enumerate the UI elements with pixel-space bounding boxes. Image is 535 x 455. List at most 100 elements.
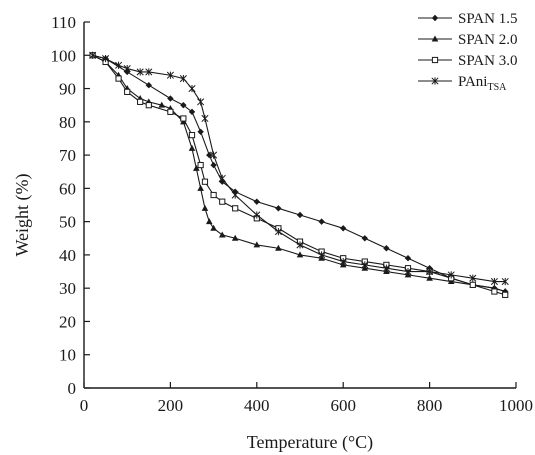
x-tick-label: 800 bbox=[417, 396, 443, 415]
data-point bbox=[201, 114, 209, 123]
data-point bbox=[447, 271, 455, 279]
data-point bbox=[469, 274, 477, 282]
legend: SPAN 1.5 SPAN 2.0 SPAN 3.0 PAniTSA bbox=[418, 11, 517, 93]
legend-item: SPAN 2.0 bbox=[418, 32, 517, 48]
data-point bbox=[188, 108, 196, 116]
data-point bbox=[115, 75, 122, 82]
data-point bbox=[89, 51, 97, 59]
data-point bbox=[210, 191, 217, 199]
data-point bbox=[219, 198, 226, 205]
data-point bbox=[179, 74, 187, 83]
data-point bbox=[296, 251, 304, 258]
data-point bbox=[275, 205, 282, 212]
data-point bbox=[145, 82, 152, 89]
data-point bbox=[210, 151, 218, 159]
data-point bbox=[210, 224, 217, 231]
data-point bbox=[124, 88, 131, 95]
series-2 bbox=[89, 51, 509, 295]
legend-item: PAniTSA bbox=[418, 74, 507, 93]
data-point bbox=[318, 218, 325, 225]
data-point bbox=[274, 228, 282, 236]
data-point bbox=[197, 161, 204, 169]
data-point bbox=[404, 255, 412, 262]
y-tick-label: 20 bbox=[59, 312, 76, 331]
y-tick-label: 0 bbox=[68, 379, 77, 398]
y-tick-label: 40 bbox=[59, 246, 76, 265]
data-point bbox=[318, 251, 326, 259]
data-point bbox=[115, 61, 123, 69]
data-point bbox=[180, 101, 187, 109]
data-point bbox=[137, 98, 144, 105]
legend-marker bbox=[431, 77, 439, 85]
y-tick-label: 80 bbox=[59, 113, 76, 132]
data-point bbox=[231, 191, 239, 199]
data-point bbox=[502, 291, 509, 298]
data-point bbox=[180, 115, 187, 122]
series-3 bbox=[89, 52, 509, 298]
series-4 bbox=[89, 51, 509, 286]
data-point bbox=[218, 174, 226, 182]
data-point bbox=[123, 64, 131, 73]
data-point bbox=[167, 108, 174, 115]
legend-marker bbox=[431, 35, 439, 42]
data-point bbox=[275, 244, 282, 251]
data-point bbox=[197, 128, 204, 135]
data-point bbox=[166, 71, 174, 79]
data-point bbox=[167, 95, 174, 102]
legend-marker bbox=[431, 14, 439, 22]
data-point bbox=[253, 198, 260, 205]
data-point bbox=[383, 245, 390, 252]
data-point bbox=[158, 101, 166, 108]
legend-label: SPAN 2.0 bbox=[458, 32, 517, 48]
data-point bbox=[193, 164, 200, 171]
legend-item: SPAN 3.0 bbox=[418, 53, 517, 69]
data-point bbox=[205, 218, 213, 225]
legend-marker bbox=[431, 56, 439, 64]
y-axis-label: Weight (%) bbox=[12, 173, 33, 256]
y-tick-label: 10 bbox=[59, 346, 76, 365]
y-tick-label: 110 bbox=[51, 13, 76, 32]
data-point bbox=[232, 205, 239, 212]
x-tick-label: 1000 bbox=[499, 396, 533, 415]
data-point bbox=[340, 225, 347, 232]
x-tick-label: 400 bbox=[244, 396, 270, 415]
x-tick-label: 0 bbox=[80, 396, 89, 415]
data-point bbox=[490, 277, 498, 286]
data-point bbox=[426, 274, 433, 281]
data-point bbox=[206, 151, 213, 159]
data-point bbox=[136, 68, 144, 76]
data-point bbox=[382, 264, 390, 272]
data-point bbox=[404, 267, 412, 276]
series-layer bbox=[89, 51, 509, 298]
data-point bbox=[188, 144, 196, 151]
y-tick-label: 30 bbox=[59, 279, 76, 298]
x-tick-label: 600 bbox=[330, 396, 356, 415]
series-line bbox=[92, 54, 506, 296]
data-point bbox=[201, 204, 209, 211]
data-point bbox=[197, 184, 204, 191]
series-1 bbox=[89, 52, 509, 295]
data-point bbox=[253, 211, 261, 219]
y-tick-label: 100 bbox=[51, 46, 77, 65]
data-point bbox=[188, 132, 196, 139]
y-tick-label: 50 bbox=[59, 213, 76, 232]
data-point bbox=[491, 288, 498, 295]
data-point bbox=[501, 277, 509, 286]
legend-label: SPAN 3.0 bbox=[458, 53, 517, 69]
y-tick-label: 90 bbox=[59, 80, 76, 99]
data-point bbox=[231, 234, 239, 241]
data-point bbox=[218, 231, 226, 238]
data-point bbox=[339, 257, 347, 266]
data-point bbox=[201, 178, 209, 185]
data-point bbox=[145, 68, 153, 76]
legend-item: SPAN 1.5 bbox=[418, 11, 517, 27]
x-axis-label: Temperature (°C) bbox=[247, 432, 373, 453]
data-point bbox=[210, 161, 217, 169]
legend-label: SPAN 1.5 bbox=[458, 11, 517, 27]
data-point bbox=[188, 84, 196, 93]
data-point bbox=[361, 235, 368, 242]
data-point bbox=[296, 211, 304, 219]
data-point bbox=[145, 102, 152, 109]
data-point bbox=[296, 241, 304, 249]
